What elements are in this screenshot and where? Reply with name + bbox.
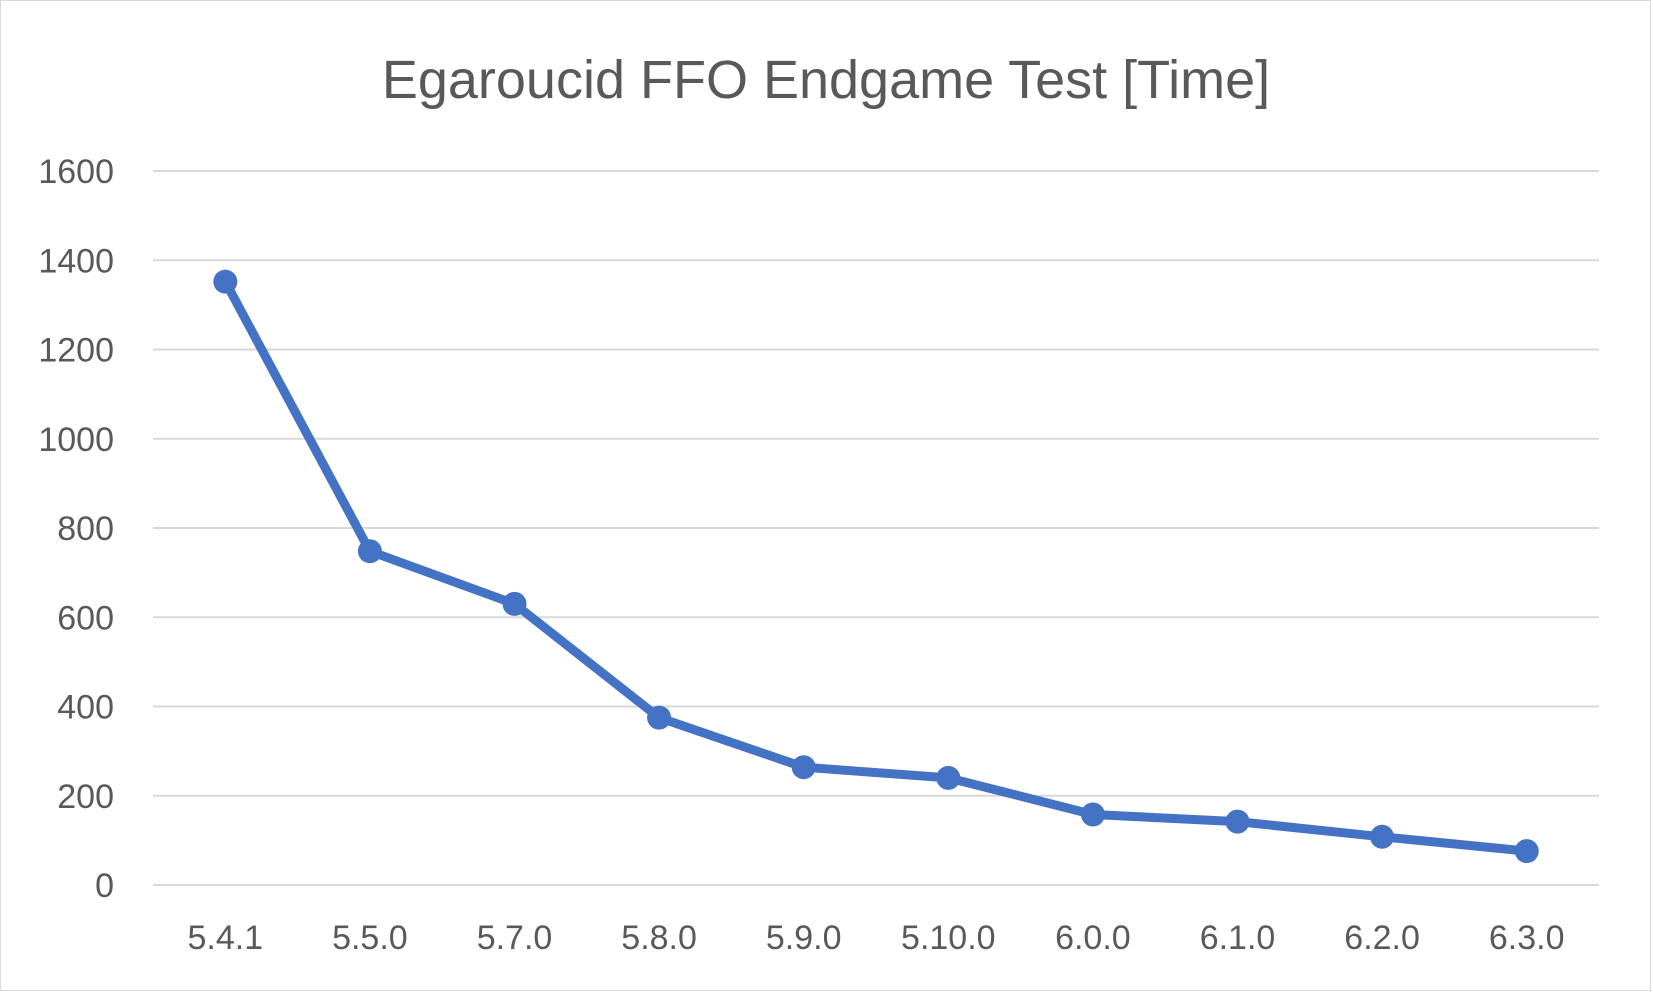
data-point	[791, 755, 816, 780]
y-tick-label: 200	[57, 778, 114, 816]
x-tick-label: 6.0.0	[1055, 919, 1131, 957]
series-line	[220, 277, 1532, 856]
data-point	[1080, 802, 1105, 827]
x-axis-tick-labels: 5.4.1 5.5.0 5.7.0 5.8.0 5.9.0 5.10.0 6.0.0 6.1.…	[187, 919, 1564, 957]
series-layer	[213, 269, 1539, 864]
x-tick-label: 6.3.0	[1489, 919, 1565, 957]
data-point	[647, 705, 672, 730]
y-tick-label: 1400	[38, 242, 114, 280]
data-point	[357, 539, 382, 564]
x-tick-label: 5.7.0	[477, 919, 553, 957]
y-tick-label: 1600	[38, 153, 114, 191]
data-point	[502, 591, 527, 616]
y-tick-label: 600	[57, 599, 114, 637]
x-tick-label: 5.4.1	[187, 919, 263, 957]
x-tick-label: 5.5.0	[332, 919, 408, 957]
x-tick-label: 5.9.0	[766, 919, 842, 957]
y-tick-label: 400	[57, 689, 114, 727]
chart-title: Egaroucid FFO Endgame Test [Time]	[382, 50, 1270, 110]
data-point	[936, 765, 961, 790]
x-tick-label: 5.10.0	[901, 919, 996, 957]
x-tick-label: 5.8.0	[621, 919, 697, 957]
y-axis-tick-labels: 0 200 400 600 800 1000 1200 1400 1600	[38, 153, 114, 905]
data-point	[1225, 809, 1250, 834]
gridlines	[153, 170, 1599, 886]
y-tick-label: 800	[57, 510, 114, 548]
data-point	[1514, 839, 1539, 864]
data-point	[1370, 824, 1395, 849]
y-tick-label: 0	[95, 867, 114, 905]
x-tick-label: 6.2.0	[1344, 919, 1420, 957]
series-0	[213, 269, 1539, 864]
x-tick-label: 6.1.0	[1200, 919, 1276, 957]
y-tick-label: 1200	[38, 332, 114, 370]
data-point	[213, 269, 238, 294]
y-tick-label: 1000	[38, 421, 114, 459]
